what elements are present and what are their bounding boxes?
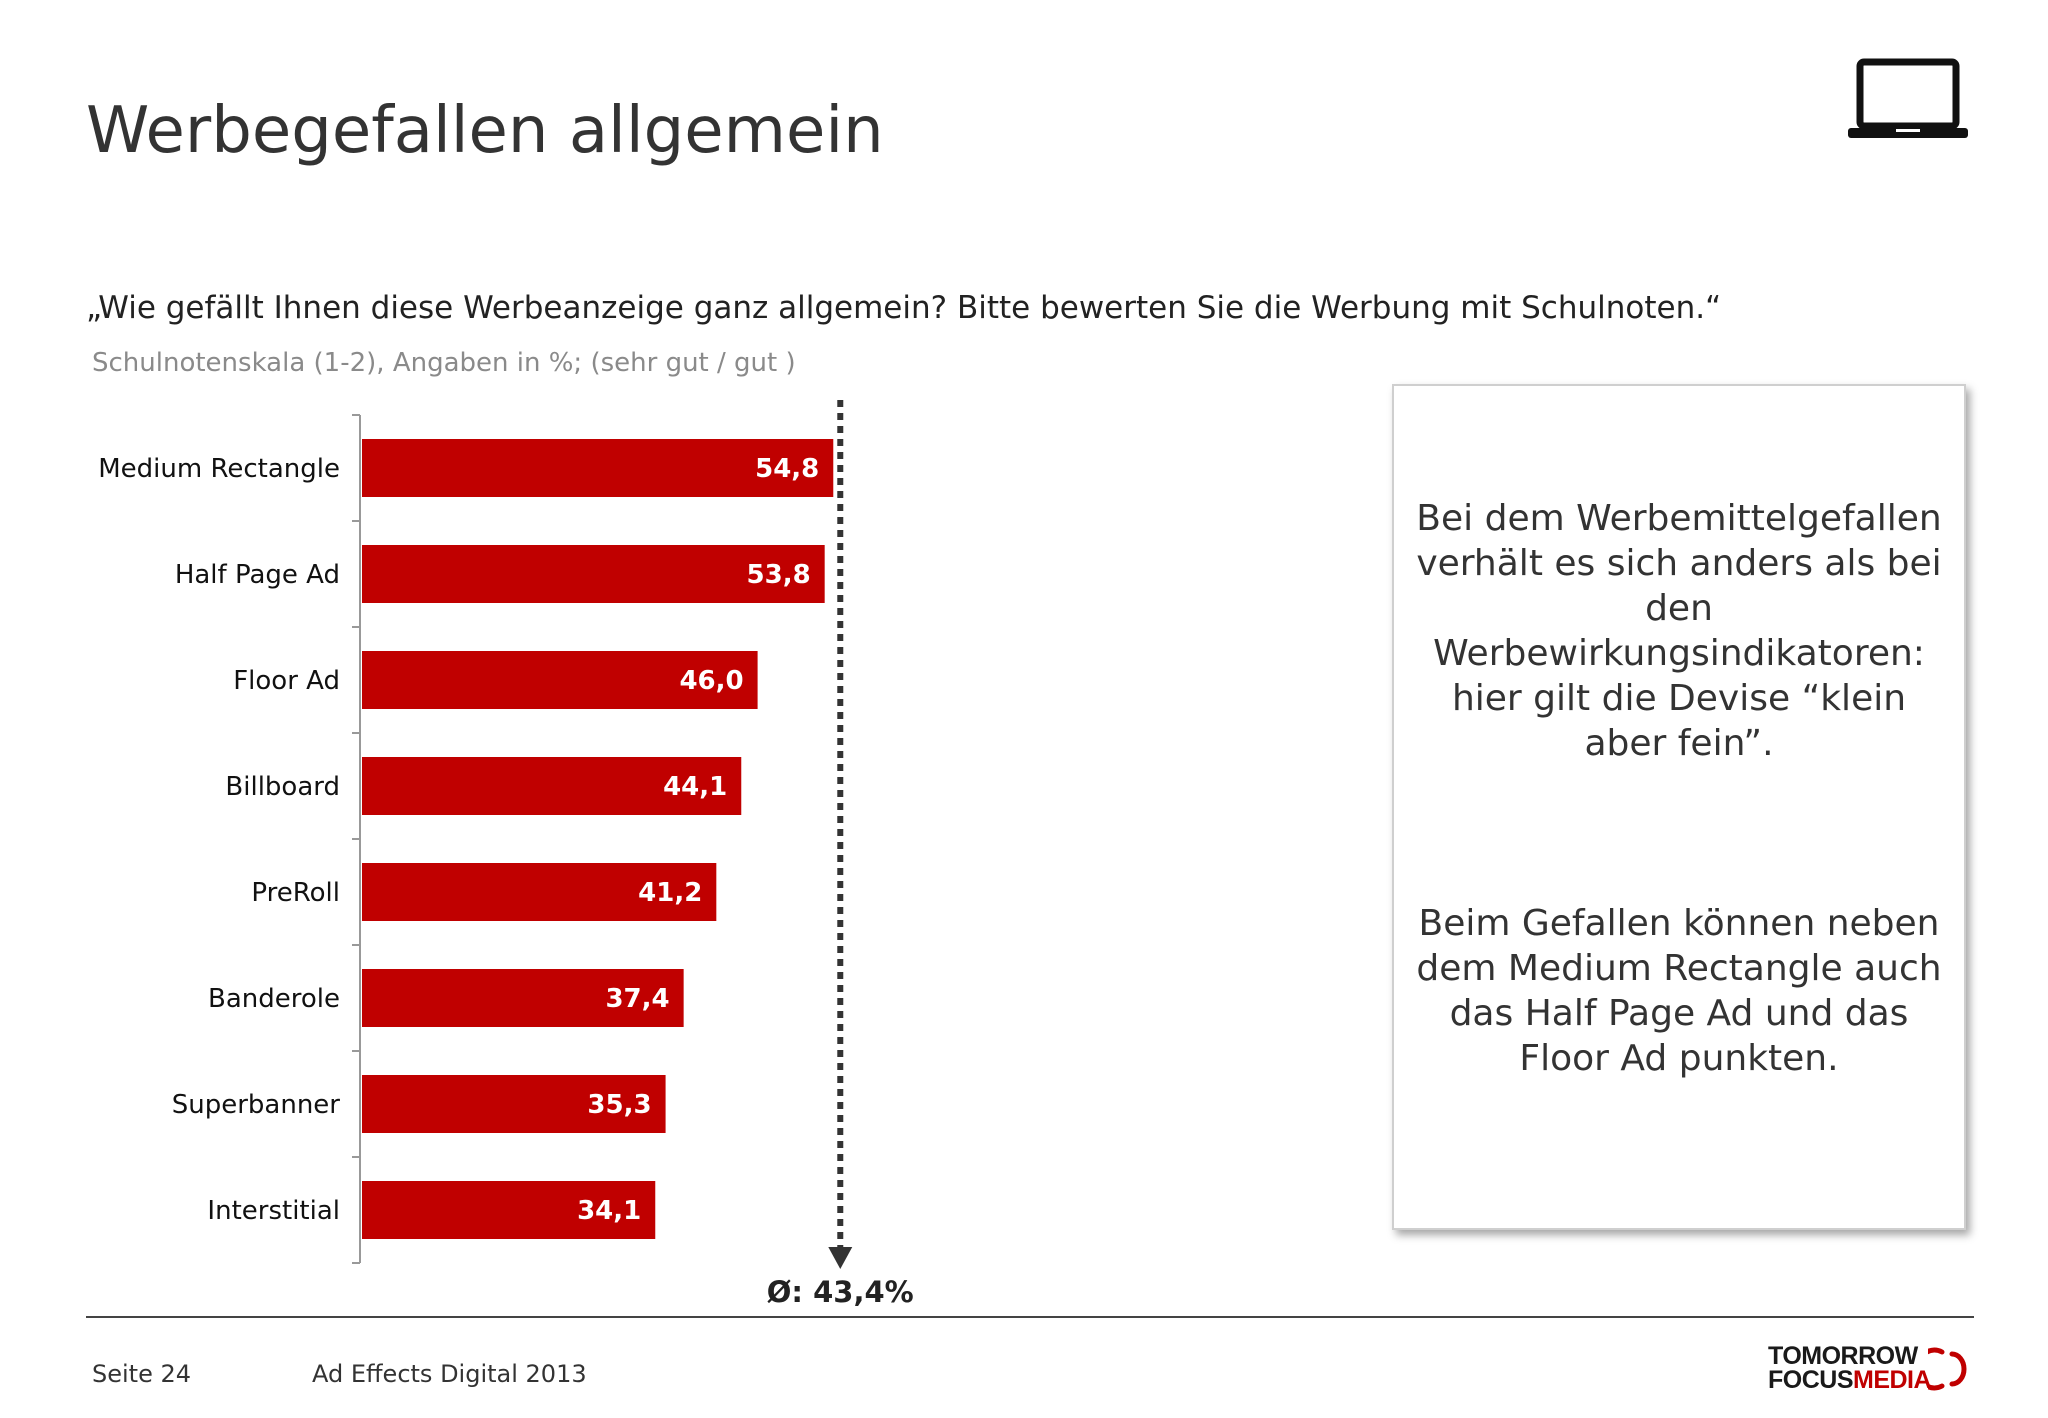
page-title: Werbegefallen allgemein — [86, 94, 884, 168]
bar — [362, 545, 825, 603]
value-label: 53,8 — [747, 560, 811, 590]
category-label: Billboard — [225, 772, 340, 802]
average-label: Ø: 43,4% — [767, 1275, 914, 1309]
category-label: PreRoll — [251, 878, 340, 908]
info-paragraph-2: Beim Gefallen können neben dem Medium Re… — [1416, 903, 1942, 1079]
brand-logo: TOMORROW FOCUSMEDIA — [1768, 1344, 1968, 1394]
logo-text-focus: FOCUS — [1768, 1366, 1854, 1394]
value-label: 41,2 — [638, 878, 702, 908]
category-label: Half Page Ad — [175, 560, 340, 590]
logo-mark-icon — [1928, 1347, 1967, 1391]
value-label: 37,4 — [605, 984, 669, 1014]
footer-divider — [86, 1316, 1974, 1318]
footer-title: Ad Effects Digital 2013 — [312, 1360, 587, 1388]
value-label: 46,0 — [679, 666, 743, 696]
category-label: Interstitial — [207, 1196, 340, 1226]
bar — [362, 1075, 666, 1133]
category-label: Superbanner — [172, 1090, 341, 1120]
bar-chart: Medium Rectangle 54,8 Half Page Ad 53,8 Floo… — [98, 400, 914, 1309]
category-label: Banderole — [208, 984, 340, 1014]
chart-subtitle: Schulnotenskala (1-2), Angaben in %; (se… — [92, 348, 796, 378]
bar — [362, 757, 742, 815]
page-number: Seite 24 — [92, 1360, 192, 1388]
info-paragraph-1: Bei dem Werbemittelgefallen verhält es s… — [1416, 498, 1942, 764]
logo-text-line1: TOMORROW — [1768, 1342, 1918, 1370]
value-label: 34,1 — [577, 1196, 641, 1226]
average-arrow-icon — [828, 1247, 853, 1269]
value-label: 35,3 — [587, 1090, 651, 1120]
category-label: Floor Ad — [233, 666, 340, 696]
bar — [362, 969, 684, 1027]
info-box: Bei dem Werbemittelgefallen verhält es s… — [1392, 384, 1966, 1230]
value-label: 44,1 — [663, 772, 727, 802]
laptop-icon — [1848, 58, 1968, 138]
value-label: 54,8 — [755, 454, 819, 484]
bar — [362, 651, 758, 709]
survey-question: „Wie gefällt Ihnen diese Werbeanzeige ga… — [86, 290, 1722, 326]
bar — [362, 863, 717, 921]
bar — [362, 1181, 656, 1239]
category-label: Medium Rectangle — [98, 454, 340, 484]
logo-text-line2: FOCUSMEDIA — [1768, 1366, 1932, 1394]
bar — [362, 439, 834, 497]
logo-text-media: MEDIA — [1853, 1366, 1932, 1394]
